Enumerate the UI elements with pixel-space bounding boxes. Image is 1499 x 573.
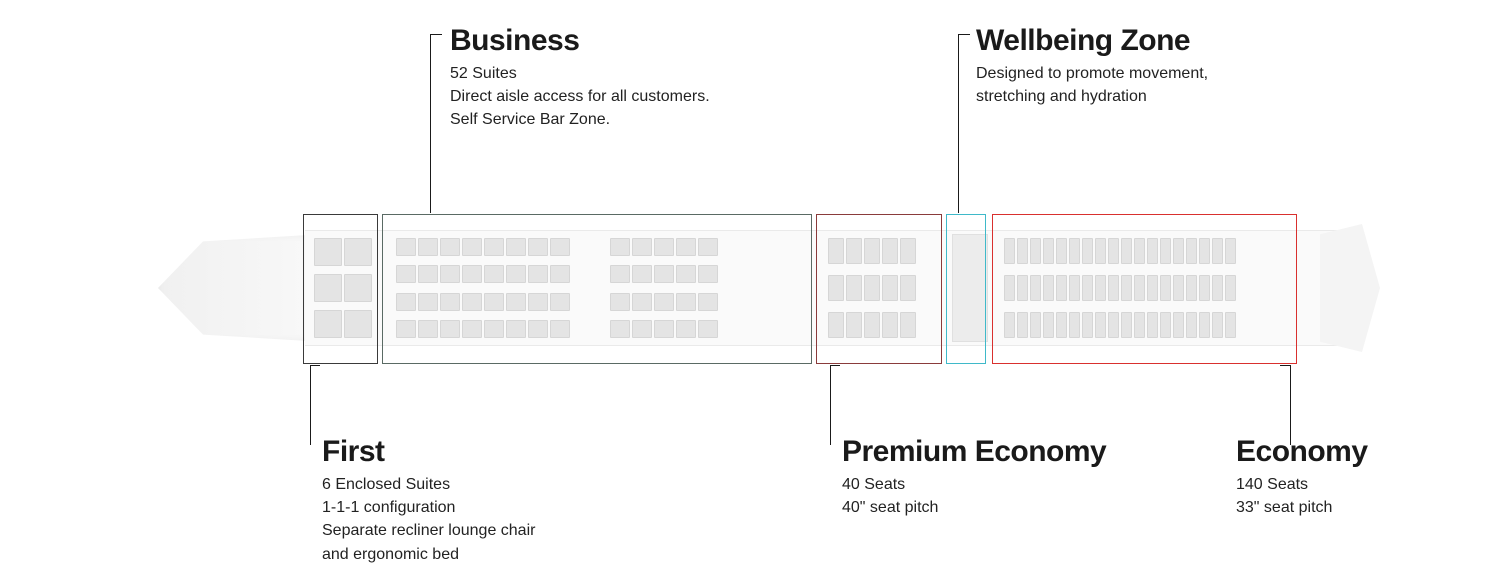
leader-wellbeing <box>958 34 959 213</box>
aircraft-tail <box>1320 224 1380 352</box>
callout-line: 140 Seats <box>1236 473 1368 496</box>
callout-line: 1-1-1 configuration <box>322 496 535 519</box>
callout-premium: Premium Economy 40 Seats40" seat pitch <box>842 435 1106 519</box>
callout-line: 33" seat pitch <box>1236 496 1368 519</box>
leader-economy <box>1290 365 1291 445</box>
zone-box-first <box>303 214 378 364</box>
leader-business <box>430 34 431 213</box>
zone-box-economy <box>992 214 1297 364</box>
callout-line: stretching and hydration <box>976 85 1208 108</box>
zone-box-premium <box>816 214 942 364</box>
callout-title-economy: Economy <box>1236 435 1368 469</box>
callout-line: Self Service Bar Zone. <box>450 108 710 131</box>
callout-business: Business 52 SuitesDirect aisle access for… <box>450 24 710 132</box>
leader-tick-first <box>310 365 320 366</box>
leader-premium <box>830 365 831 445</box>
callout-line: Separate recliner lounge chair <box>322 519 535 542</box>
callout-title-premium: Premium Economy <box>842 435 1106 469</box>
callout-line: 52 Suites <box>450 62 710 85</box>
callout-first: First 6 Enclosed Suites1-1-1 configuratio… <box>322 435 535 566</box>
callout-line: 40 Seats <box>842 473 1106 496</box>
leader-tick-premium <box>830 365 840 366</box>
leader-tick-wellbeing <box>958 34 970 35</box>
callout-line: 6 Enclosed Suites <box>322 473 535 496</box>
callout-line: and ergonomic bed <box>322 543 535 566</box>
zone-box-wellbeing <box>946 214 986 364</box>
callout-line: Direct aisle access for all customers. <box>450 85 710 108</box>
callout-title-first: First <box>322 435 535 469</box>
callout-economy: Economy 140 Seats33" seat pitch <box>1236 435 1368 519</box>
callout-wellbeing: Wellbeing Zone Designed to promote moveme… <box>976 24 1208 108</box>
leader-tick-economy <box>1280 365 1290 366</box>
callout-line: 40" seat pitch <box>842 496 1106 519</box>
leader-first <box>310 365 311 445</box>
leader-tick-business <box>430 34 442 35</box>
callout-title-business: Business <box>450 24 710 58</box>
zone-box-business <box>382 214 812 364</box>
callout-title-wellbeing: Wellbeing Zone <box>976 24 1208 58</box>
aircraft-nose <box>158 235 308 341</box>
callout-line: Designed to promote movement, <box>976 62 1208 85</box>
